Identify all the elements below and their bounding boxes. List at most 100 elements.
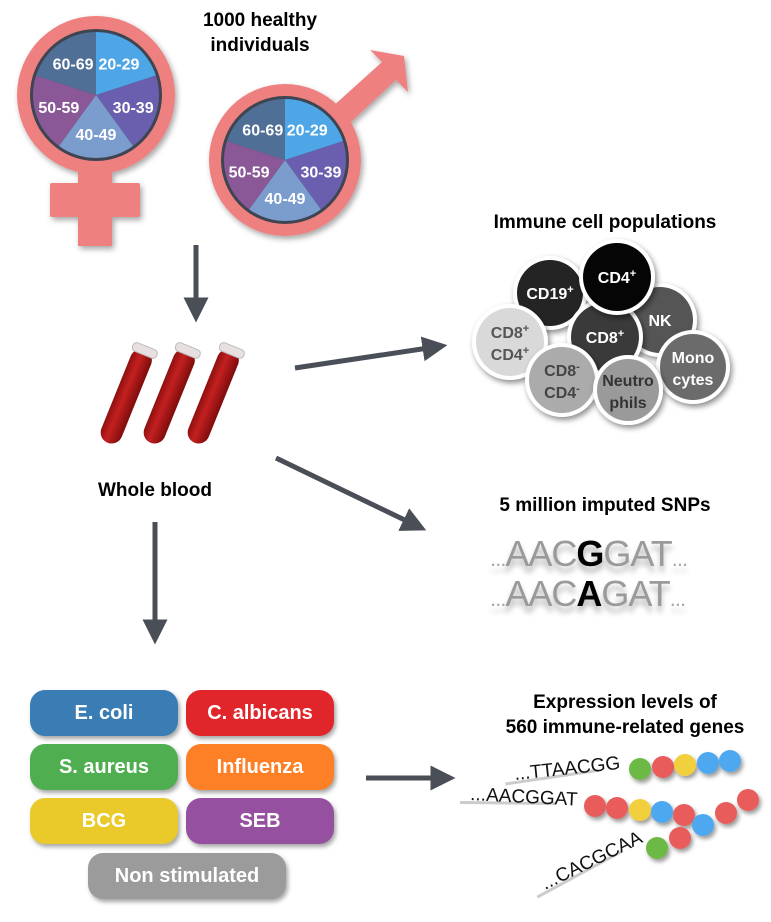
- whole-blood-label: Whole blood: [98, 480, 212, 501]
- cell-label: CD4+: [491, 345, 529, 364]
- cohort-title: 1000 healthy individuals: [190, 8, 330, 58]
- bead: [652, 756, 674, 778]
- age-label: 50-59: [38, 100, 79, 117]
- bead: [629, 799, 651, 821]
- probe-sequence: ...AACGGAT: [470, 784, 579, 811]
- seq-after: GAT: [603, 533, 672, 574]
- bead: [651, 801, 673, 823]
- cell-label: cytes: [673, 372, 714, 389]
- seq-prefix: ...: [490, 586, 506, 611]
- seq-before: AAC: [505, 573, 577, 614]
- cell-neutrophils: Neutro phils: [593, 355, 663, 425]
- expression-title-line2: 560 immune-related genes: [505, 717, 745, 738]
- pie-slice-60-69: [36, 32, 96, 95]
- stimulus-label: Non stimulated: [114, 864, 260, 887]
- female-age-pie: 20-29 30-39 40-49 50-59 60-69: [30, 29, 162, 161]
- stimulus-influenza: Influenza: [186, 744, 334, 790]
- stimulus-e-coli: E. coli: [30, 690, 178, 736]
- age-label: 40-49: [265, 191, 306, 208]
- seq-prefix: ...: [490, 546, 506, 571]
- seq-after: GAT: [601, 573, 670, 614]
- bead: [719, 750, 741, 772]
- pie-slice-40-49: [58, 95, 134, 158]
- stimulus-label: Influenza: [216, 755, 304, 778]
- arrow-blood-to-cells: [294, 336, 448, 371]
- pie-slice-20-29: [96, 32, 156, 95]
- cohort-title-line1: 1000 healthy: [202, 10, 318, 31]
- blood-tube-icon: [143, 342, 201, 444]
- expression-title-line1: Expression levels of: [533, 692, 717, 713]
- snp-sequence-1: ...AACGGAT...: [490, 533, 688, 575]
- cell-monocytes: Mono cytes: [656, 330, 730, 404]
- stimulus-label: C. albicans: [207, 701, 313, 724]
- snps-title: 5 million imputed SNPs: [499, 495, 711, 516]
- bead: [646, 837, 668, 859]
- pie-slice-50-59: [223, 141, 285, 210]
- stimulus-s-aureus: S. aureus: [30, 744, 178, 790]
- snp-sequence-2: ...AACAGAT...: [490, 573, 686, 615]
- expression-title: Expression levels of 560 immune-related …: [470, 690, 771, 740]
- stimulus-label: BCG: [81, 809, 127, 832]
- cell-label: Mono: [672, 350, 715, 367]
- cohort-symbols: 20-29 30-39 40-49 50-59 60-69 20-29 30-39 40-4…: [17, 16, 408, 246]
- pie-slice-60-69: [226, 99, 285, 160]
- cohort-title-line2: individuals: [210, 35, 310, 56]
- cell-cd8poscd4pos: CD8+ CD4+: [472, 304, 548, 380]
- bead: [606, 797, 628, 819]
- pie-slice-30-39: [96, 75, 159, 146]
- immune-title: Immune cell populations: [493, 212, 717, 233]
- blood-tubes: [100, 342, 245, 444]
- blood-tube-icon: [187, 342, 245, 444]
- pie-slice-30-39: [285, 141, 346, 210]
- bead: [629, 758, 651, 780]
- bead: [673, 804, 695, 826]
- cell-cd4pos: CD4+: [579, 239, 655, 315]
- age-label: 20-29: [287, 122, 328, 139]
- age-label: 20-29: [98, 56, 139, 73]
- seq-before: AAC: [505, 533, 577, 574]
- seq-suffix: ...: [671, 546, 688, 571]
- male-age-pie: 20-29 30-39 40-49 50-59 60-69: [221, 96, 349, 224]
- probe-1: ...TTAACGG: [505, 750, 741, 786]
- snp-variant: A: [576, 573, 602, 614]
- age-label: 40-49: [76, 127, 117, 144]
- cell-label: Neutro: [602, 373, 654, 390]
- probe-sequence: ...TTAACGG: [513, 753, 621, 785]
- stimulus-label: S. aureus: [58, 755, 150, 778]
- arrow-blood-to-snps: [274, 455, 427, 531]
- cell-label: phils: [609, 395, 646, 412]
- snp-variant: G: [576, 533, 604, 574]
- cell-label: CD8-: [544, 361, 580, 380]
- age-label: 30-39: [301, 165, 342, 182]
- cell-label: CD8+: [586, 328, 624, 347]
- cell-label: CD4-: [544, 383, 580, 402]
- pie-slice-40-49: [249, 160, 321, 221]
- cell-label: CD19+: [526, 284, 573, 303]
- bead: [692, 814, 714, 836]
- cell-label: CD4+: [598, 268, 636, 287]
- age-label: 50-59: [229, 165, 270, 182]
- expression-probes: ...TTAACGG...AACGGAT ...CACGCAA: [460, 750, 759, 899]
- cell-cd8negcd4neg: CD8- CD4-: [525, 343, 599, 417]
- blood-tube-icon: [100, 342, 158, 444]
- bead: [674, 754, 696, 776]
- seq-suffix: ...: [669, 586, 686, 611]
- probe-2: ...AACGGAT: [460, 784, 695, 826]
- age-label: 60-69: [53, 56, 94, 73]
- age-label: 60-69: [242, 122, 283, 139]
- bead: [737, 789, 759, 811]
- pie-slice-50-59: [33, 75, 96, 146]
- cell-label: NK: [648, 313, 672, 330]
- stimulus-label: SEB: [239, 809, 281, 832]
- immune-cell-cluster: CD19+ NK CD8+ CD4+ CD8+ CD4+ Mono cytes CD8- CD4-…: [472, 239, 730, 425]
- bead: [584, 795, 606, 817]
- stimulus-seb: SEB: [186, 798, 334, 844]
- bead: [697, 752, 719, 774]
- stimulus-bcg: BCG: [30, 798, 178, 844]
- cell-label: CD8+: [491, 323, 529, 342]
- bead: [669, 827, 691, 849]
- stimulus-c-albicans: C. albicans: [186, 690, 334, 736]
- pie-slice-20-29: [285, 99, 344, 160]
- probe-sequence: ...CACGCAA: [538, 827, 646, 894]
